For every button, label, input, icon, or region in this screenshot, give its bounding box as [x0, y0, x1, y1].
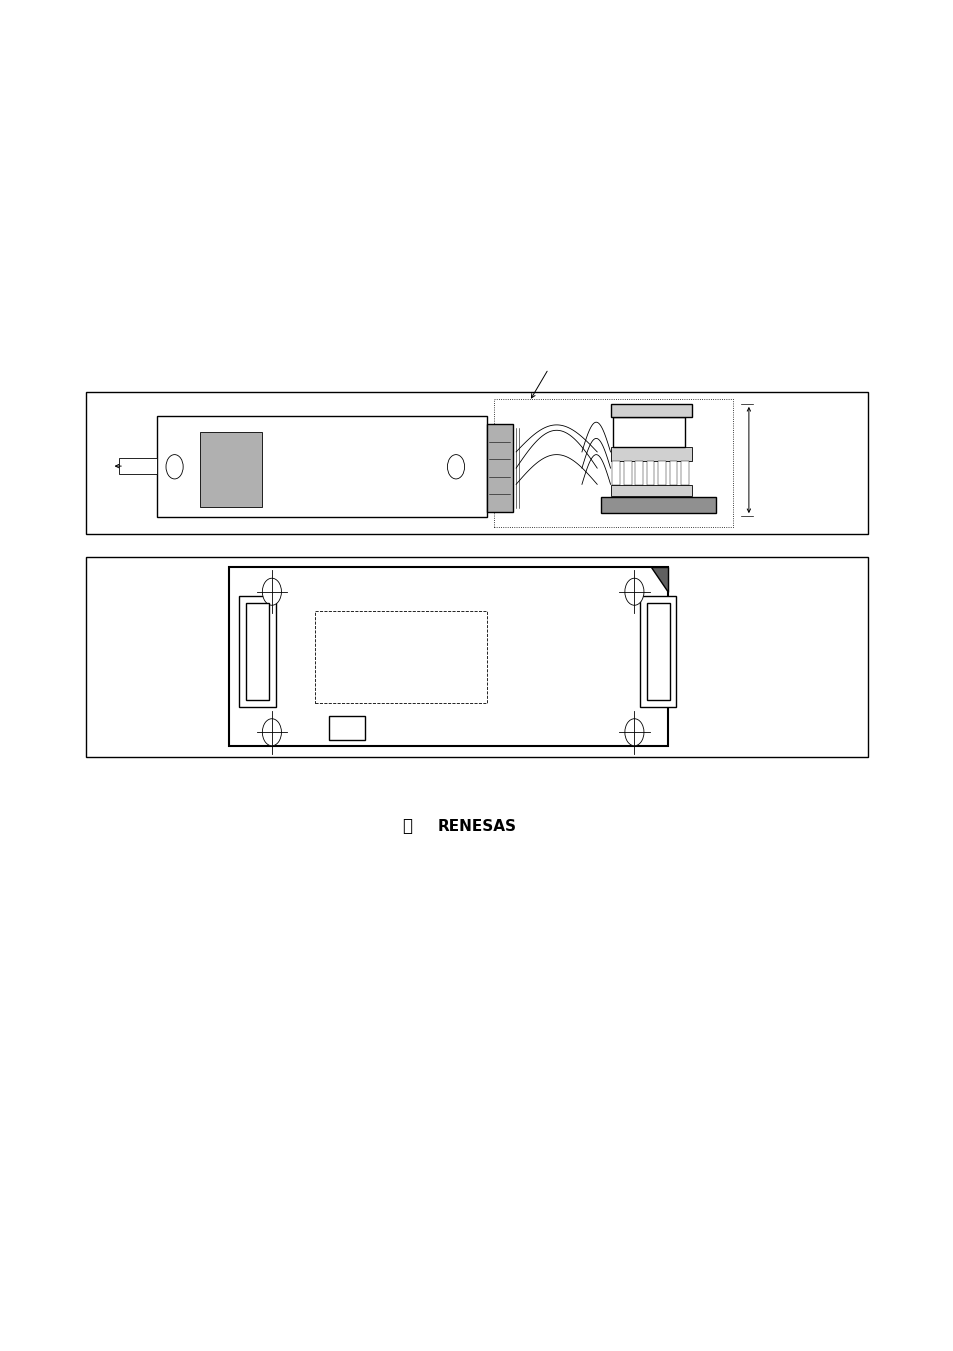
Bar — [314, 611, 486, 703]
Bar — [610, 447, 691, 461]
Polygon shape — [650, 567, 667, 592]
Bar — [623, 461, 631, 485]
Bar — [646, 603, 669, 700]
Bar — [486, 424, 513, 512]
Bar — [329, 716, 365, 740]
Circle shape — [166, 454, 183, 480]
Circle shape — [624, 578, 643, 605]
Text: RENESAS: RENESAS — [437, 819, 516, 835]
Bar — [613, 417, 684, 447]
Bar — [86, 557, 867, 757]
Circle shape — [262, 719, 281, 746]
Bar — [119, 458, 157, 474]
Bar — [658, 461, 665, 485]
Bar — [635, 461, 642, 485]
Bar — [646, 461, 654, 485]
Bar — [639, 596, 676, 707]
Bar — [610, 485, 691, 496]
Bar — [229, 567, 667, 746]
Bar — [239, 596, 275, 707]
Bar — [669, 461, 677, 485]
Bar — [86, 392, 867, 534]
Bar — [200, 432, 262, 507]
Bar — [494, 399, 732, 527]
Text: ℝ: ℝ — [402, 819, 412, 835]
Circle shape — [447, 454, 464, 480]
Bar — [157, 416, 486, 517]
Bar — [610, 404, 691, 417]
Circle shape — [262, 578, 281, 605]
Bar — [612, 461, 619, 485]
Bar — [246, 603, 269, 700]
Bar — [600, 497, 715, 513]
Circle shape — [624, 719, 643, 746]
Bar — [680, 461, 688, 485]
